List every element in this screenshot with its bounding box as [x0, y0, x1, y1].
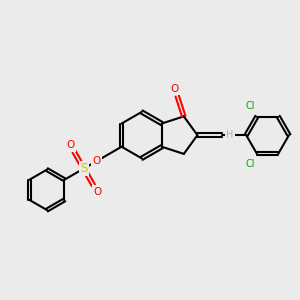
Text: O: O	[171, 84, 179, 94]
Text: O: O	[66, 140, 74, 150]
Text: H: H	[226, 130, 234, 140]
Text: O: O	[93, 187, 101, 197]
Text: Cl: Cl	[246, 160, 255, 170]
Text: O: O	[92, 156, 101, 166]
Text: Cl: Cl	[246, 101, 255, 111]
Text: S: S	[80, 162, 87, 175]
